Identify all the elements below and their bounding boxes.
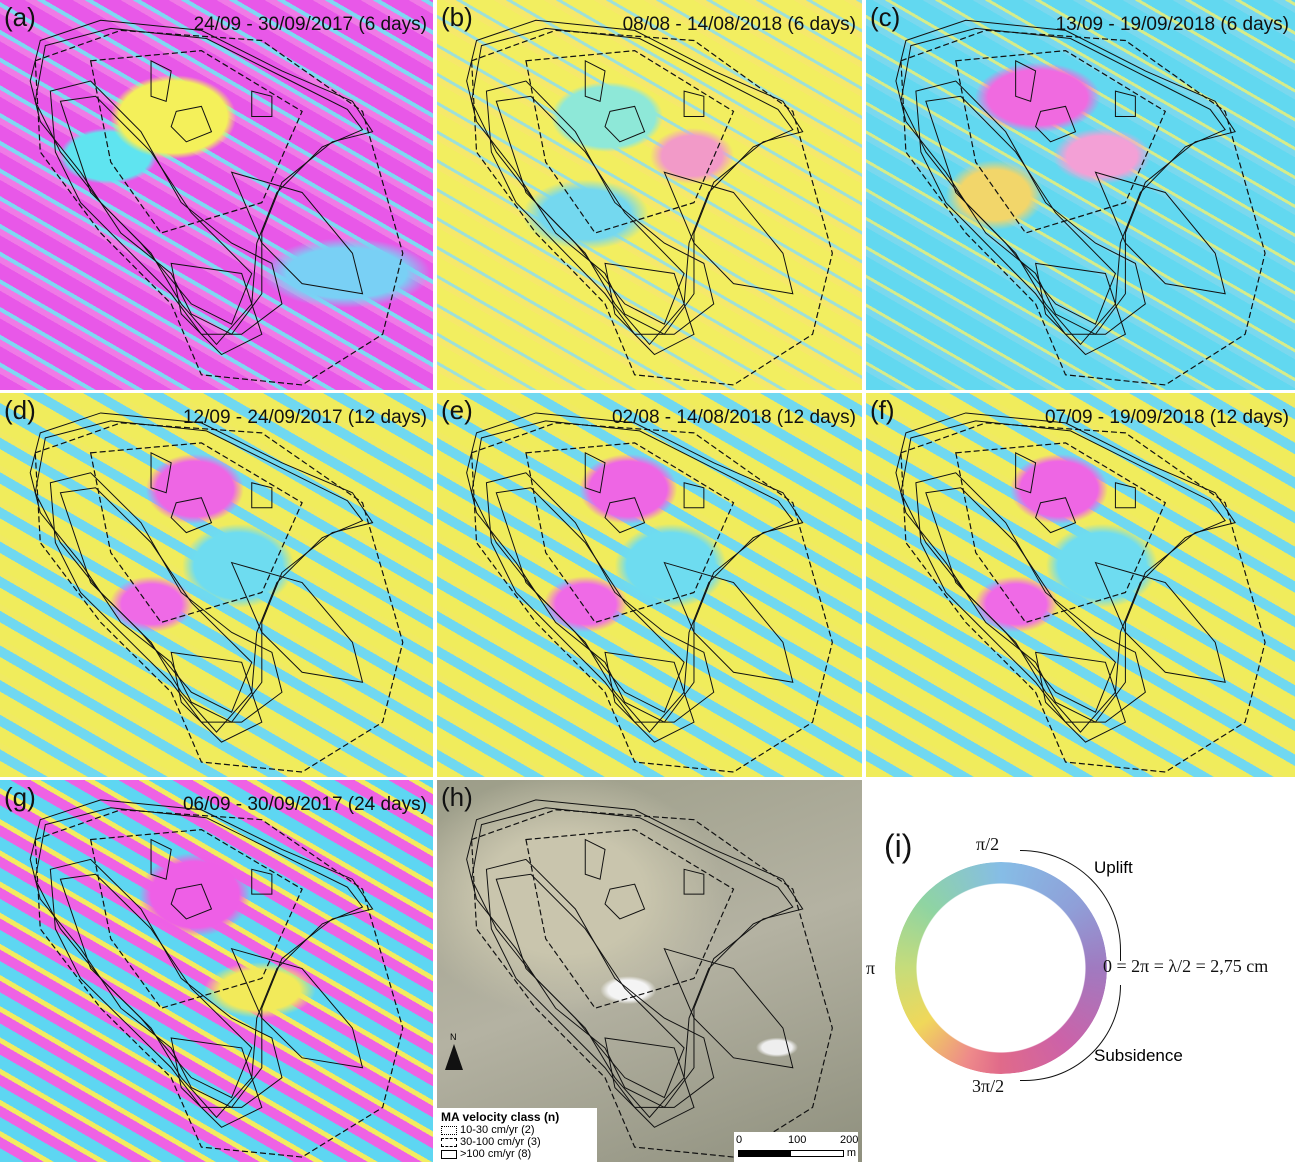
scale-tick: 100 xyxy=(788,1134,806,1146)
legend-swatch xyxy=(441,1150,457,1159)
legend-swatch xyxy=(441,1138,457,1147)
panel-title: 12/09 - 24/09/2017 (12 days) xyxy=(183,407,427,429)
landslide-outlines xyxy=(866,0,1295,390)
landslide-outlines xyxy=(0,780,433,1162)
phase-label: π/2 xyxy=(976,834,999,855)
phase-label: 3π/2 xyxy=(972,1076,1004,1097)
north-label: N xyxy=(450,1032,457,1042)
legend-text: 10-30 cm/yr (2) xyxy=(460,1124,535,1136)
panel-label: (f) xyxy=(870,395,895,426)
north-arrow xyxy=(445,1044,463,1070)
scale-unit: m xyxy=(847,1147,856,1159)
orthophoto-panel: (h) N MA velocity class (n)10-30 cm/yr (2)… xyxy=(437,780,862,1162)
subsidence-arrow xyxy=(1020,985,1121,1081)
uplift-label: Uplift xyxy=(1094,858,1133,878)
interferogram-panel: (b) 08/08 - 14/08/2018 (6 days) xyxy=(437,0,862,390)
interferogram-panel: (g) 06/09 - 30/09/2017 (24 days) xyxy=(0,780,433,1162)
landslide-outlines xyxy=(0,0,433,390)
panel-title: 08/08 - 14/08/2018 (6 days) xyxy=(623,14,856,36)
scale-tick: 0 xyxy=(736,1134,742,1146)
landslide-outlines xyxy=(437,0,862,390)
interferogram-panel: (a) 24/09 - 30/09/2017 (6 days) xyxy=(0,0,433,390)
figure: (a) 24/09 - 30/09/2017 (6 days) (b) 08/08 -… xyxy=(0,0,1295,1162)
panel-label: (e) xyxy=(441,395,473,426)
interferogram-panel: (f) 07/09 - 19/09/2018 (12 days) xyxy=(866,393,1295,777)
subsidence-label: Subsidence xyxy=(1094,1046,1183,1066)
panel-title: 07/09 - 19/09/2018 (12 days) xyxy=(1045,407,1289,429)
legend-text: >100 cm/yr (8) xyxy=(460,1148,531,1160)
legend-title: MA velocity class (n) xyxy=(441,1110,593,1124)
phase-label: 0 = 2π = λ/2 = 2,75 cm xyxy=(1103,956,1268,977)
landslide-outlines xyxy=(0,393,433,777)
panel-title: 02/08 - 14/08/2018 (12 days) xyxy=(612,407,856,429)
panel-title: 06/09 - 30/09/2017 (24 days) xyxy=(183,794,427,816)
legend-item: 30-100 cm/yr (3) xyxy=(441,1136,593,1148)
interferogram-panel: (e) 02/08 - 14/08/2018 (12 days) xyxy=(437,393,862,777)
interferogram-panel: (d) 12/09 - 24/09/2017 (12 days) xyxy=(0,393,433,777)
scale-tick: 200 xyxy=(840,1134,858,1146)
panel-label: (i) xyxy=(884,828,912,865)
landslide-outlines xyxy=(866,393,1295,777)
panel-label: (b) xyxy=(441,2,473,33)
legend-swatch xyxy=(441,1126,457,1135)
landslide-outlines xyxy=(437,780,862,1162)
interferogram-panel: (c) 13/09 - 19/09/2018 (6 days) xyxy=(866,0,1295,390)
panel-label: (a) xyxy=(4,2,36,33)
scale-bar-graphic xyxy=(738,1150,844,1157)
panel-label: (d) xyxy=(4,395,36,426)
panel-label: (h) xyxy=(441,782,473,813)
legend: MA velocity class (n)10-30 cm/yr (2)30-1… xyxy=(437,1108,597,1162)
legend-item: 10-30 cm/yr (2) xyxy=(441,1124,593,1136)
legend-text: 30-100 cm/yr (3) xyxy=(460,1136,541,1148)
phase-label: π xyxy=(866,958,875,979)
panel-title: 13/09 - 19/09/2018 (6 days) xyxy=(1056,14,1289,36)
panel-label: (c) xyxy=(870,2,900,33)
panel-label: (g) xyxy=(4,782,36,813)
landslide-outlines xyxy=(437,393,862,777)
legend-item: >100 cm/yr (8) xyxy=(441,1148,593,1160)
panel-title: 24/09 - 30/09/2017 (6 days) xyxy=(194,14,427,36)
